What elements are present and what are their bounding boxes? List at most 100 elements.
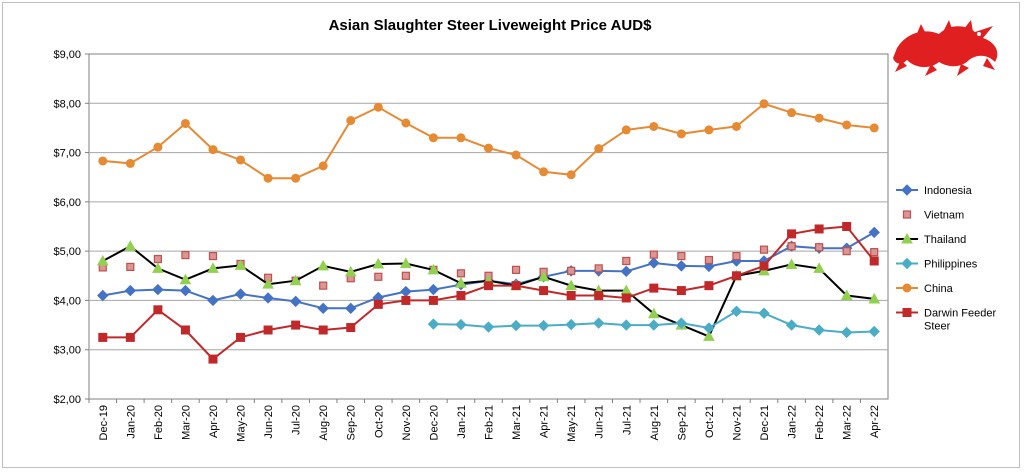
- data-point-indonesia: [648, 257, 660, 269]
- y-tick-label: $8,00: [53, 98, 81, 110]
- y-tick-label: $6,00: [53, 197, 81, 209]
- data-point-vietnam: [870, 248, 879, 257]
- x-tick-label: Apr-21: [539, 405, 551, 438]
- x-tick-label: Mar-21: [511, 405, 523, 440]
- data-point-indonesia: [675, 260, 688, 272]
- data-point-thailand: [703, 330, 715, 341]
- series-china: [98, 99, 879, 183]
- data-point-china: [236, 155, 246, 165]
- legend-item-vietnam: Vietnam: [902, 210, 964, 222]
- data-point-indonesia: [427, 283, 440, 296]
- series-darwin-feeder-steer: [98, 222, 879, 364]
- data-point-indonesia: [400, 285, 412, 298]
- data-point-thailand: [785, 258, 798, 269]
- data-point-thailand: [124, 240, 137, 251]
- data-point-thailand: [207, 262, 219, 273]
- x-tick-label: Mar-20: [180, 405, 192, 440]
- data-point-darwin-feeder-steer: [456, 291, 466, 300]
- data-point-philippines: [537, 319, 550, 332]
- data-point-indonesia: [289, 295, 302, 308]
- data-point-philippines: [840, 326, 853, 339]
- data-point-thailand: [813, 262, 825, 273]
- data-point-china: [180, 118, 190, 128]
- data-point-china: [704, 125, 714, 135]
- data-point-china: [814, 113, 824, 123]
- data-point-indonesia: [124, 284, 137, 297]
- x-tick-label: Dec-21: [759, 405, 771, 440]
- data-point-vietnam: [456, 269, 466, 278]
- x-tick-label: Sep-21: [676, 405, 688, 440]
- legend-item-thailand: Thailand: [896, 232, 966, 246]
- data-point-darwin-feeder-steer: [842, 222, 852, 231]
- legend-label: China: [924, 283, 954, 295]
- data-point-darwin-feeder-steer: [539, 286, 549, 296]
- data-point-thailand: [647, 307, 660, 319]
- legend-item-indonesia: Indonesia: [896, 184, 973, 197]
- data-point-philippines: [427, 318, 440, 330]
- legend-label: Philippines: [924, 259, 978, 271]
- data-point-indonesia: [262, 292, 274, 304]
- data-point-china: [401, 118, 411, 128]
- data-point-vietnam: [208, 251, 218, 261]
- data-point-philippines: [758, 307, 770, 319]
- series-line-china: [102, 102, 875, 180]
- x-tick-label: May-20: [236, 405, 248, 442]
- data-point-philippines: [510, 319, 522, 332]
- data-point-darwin-feeder-steer: [676, 286, 686, 296]
- data-point-china: [318, 161, 328, 171]
- data-point-darwin-feeder-steer: [704, 281, 714, 291]
- legend-label: Darwin Feeder Steer: [924, 308, 996, 333]
- data-point-indonesia: [179, 284, 192, 297]
- data-point-darwin-feeder-steer: [787, 229, 797, 239]
- y-tick-label: $4,00: [53, 295, 81, 307]
- data-point-darwin-feeder-steer: [291, 320, 301, 330]
- data-point-china: [125, 158, 135, 168]
- data-point-vietnam: [153, 254, 162, 264]
- y-tick-label: $7,00: [53, 148, 81, 160]
- data-point-thailand: [840, 289, 853, 300]
- data-point-china: [731, 121, 741, 131]
- data-point-china: [263, 173, 273, 183]
- legend-marker-philippines: [901, 257, 913, 270]
- series-philippines: [427, 305, 880, 339]
- data-point-philippines: [592, 317, 605, 329]
- data-point-thailand: [96, 254, 109, 266]
- data-point-indonesia: [234, 288, 247, 300]
- data-point-darwin-feeder-steer: [869, 256, 879, 266]
- data-point-vietnam: [319, 281, 328, 290]
- data-point-thailand: [317, 259, 330, 271]
- data-point-vietnam: [511, 265, 521, 274]
- x-tick-label: May-21: [566, 405, 578, 442]
- x-tick-label: Jul-21: [621, 405, 633, 435]
- data-point-china: [649, 121, 659, 131]
- data-point-vietnam: [594, 264, 603, 273]
- data-point-indonesia: [97, 289, 109, 302]
- data-point-philippines: [813, 324, 825, 336]
- data-point-china: [428, 133, 438, 143]
- x-axis: Dec-19 Jan-20 Feb-20 Mar-20 Apr-20 May-20 Jun-…: [88, 399, 881, 442]
- data-point-thailand: [868, 292, 881, 304]
- data-point-darwin-feeder-steer: [428, 295, 438, 305]
- data-point-china: [456, 133, 466, 143]
- data-point-china: [676, 129, 686, 139]
- legend: Indonesia Vietnam Thailand Philippines China…: [896, 184, 996, 333]
- data-point-darwin-feeder-steer: [98, 332, 108, 342]
- data-point-thailand: [344, 265, 357, 277]
- legend-marker-thailand: [901, 232, 913, 244]
- x-tick-label: Feb-22: [814, 405, 826, 440]
- data-point-darwin-feeder-steer: [346, 323, 356, 333]
- data-point-thailand: [152, 262, 164, 273]
- data-point-china: [153, 142, 163, 152]
- series-line-indonesia: [102, 231, 875, 310]
- series-line-darwin-feeder-steer: [102, 225, 875, 361]
- x-tick-label: Dec-20: [428, 405, 440, 440]
- data-point-darwin-feeder-steer: [125, 332, 135, 342]
- data-point-darwin-feeder-steer: [621, 293, 631, 303]
- data-point-thailand: [455, 277, 467, 288]
- x-tick-label: Apr-20: [208, 405, 220, 438]
- data-point-philippines: [675, 317, 688, 329]
- series-layer: [96, 99, 881, 364]
- data-point-darwin-feeder-steer: [180, 325, 190, 335]
- data-point-china: [787, 108, 797, 118]
